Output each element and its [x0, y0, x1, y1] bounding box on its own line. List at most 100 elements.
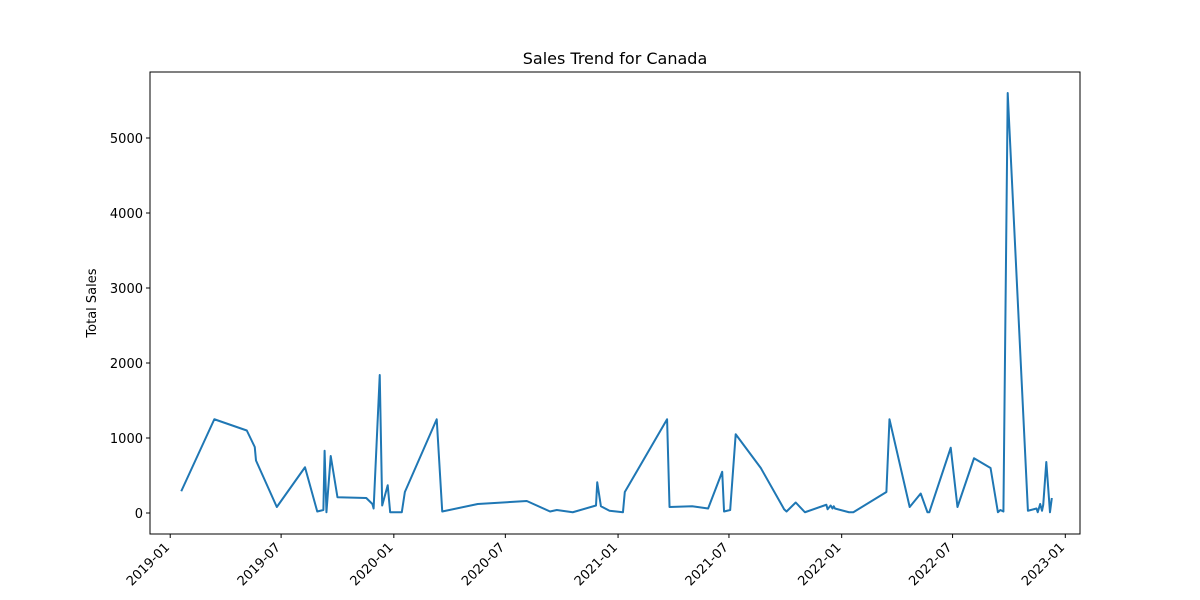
data-point	[833, 505, 835, 507]
data-point	[997, 511, 999, 513]
data-point	[783, 508, 785, 510]
data-point	[782, 506, 784, 508]
data-point	[666, 418, 668, 420]
data-point	[596, 481, 598, 483]
data-point	[928, 511, 930, 513]
x-tick-label: 2019-01	[124, 540, 173, 589]
y-tick-label: 0	[135, 507, 143, 522]
y-tick-label: 2000	[110, 357, 143, 372]
data-point	[825, 504, 827, 506]
data-point	[1051, 497, 1053, 499]
data-point	[827, 508, 829, 510]
data-point	[950, 447, 952, 449]
data-point	[786, 511, 788, 513]
data-point	[999, 509, 1001, 511]
data-point	[1045, 461, 1047, 463]
data-point	[330, 455, 332, 457]
data-point	[401, 511, 403, 513]
data-point	[804, 511, 806, 513]
data-point	[956, 506, 958, 508]
data-point	[723, 511, 725, 513]
data-point	[304, 466, 306, 468]
data-point	[180, 490, 182, 492]
data-point	[608, 510, 610, 512]
data-point	[1027, 510, 1029, 512]
data-point	[1002, 511, 1004, 513]
y-tick-label: 3000	[110, 282, 143, 297]
data-point	[852, 511, 854, 513]
data-point	[436, 418, 438, 420]
y-tick-label: 5000	[110, 132, 143, 147]
x-tick-label: 2022-01	[795, 540, 844, 589]
data-point	[1039, 503, 1041, 505]
data-point	[379, 374, 381, 376]
data-point	[885, 491, 887, 493]
data-point	[477, 503, 479, 505]
data-point	[1042, 504, 1044, 506]
y-tick-label: 1000	[110, 432, 143, 447]
data-point	[1036, 508, 1038, 510]
x-tick-label: 2020-07	[459, 540, 508, 589]
data-point	[707, 508, 709, 510]
data-point	[721, 471, 723, 473]
data-point	[831, 508, 833, 510]
data-point	[595, 505, 597, 507]
data-point	[1041, 510, 1043, 512]
data-point	[526, 500, 528, 502]
data-point	[276, 506, 278, 508]
data-point	[729, 509, 731, 511]
data-point	[254, 446, 256, 448]
data-point	[325, 511, 327, 513]
data-point	[624, 491, 626, 493]
data-point	[691, 505, 693, 507]
series-line-0	[180, 92, 1053, 514]
data-point	[389, 511, 391, 513]
data-point	[848, 511, 850, 513]
x-tick-label: 2019-07	[235, 540, 284, 589]
data-point	[990, 467, 992, 469]
data-point	[830, 505, 832, 507]
x-tick-label: 2020-01	[348, 540, 397, 589]
x-tick-label: 2021-01	[572, 540, 621, 589]
data-point	[381, 505, 383, 507]
data-point	[441, 511, 443, 513]
data-point	[834, 508, 836, 510]
y-axis-label: Total Sales	[85, 268, 100, 338]
data-point	[336, 496, 338, 498]
data-point	[556, 509, 558, 511]
data-point	[1007, 92, 1009, 94]
data-point	[572, 511, 574, 513]
y-tick-label: 4000	[110, 207, 143, 222]
y-axis: 0 1000 2000 3000 4000 5000	[110, 132, 150, 522]
data-point	[926, 511, 928, 513]
data-point	[600, 505, 602, 507]
series-layer	[180, 92, 1053, 514]
x-tick-label: 2021-07	[683, 540, 732, 589]
x-tick-label: 2022-07	[906, 540, 955, 589]
data-point	[387, 484, 389, 486]
x-axis: 2019-01 2019-07 2020-01 2020-07 2021-01 2021-…	[124, 534, 1068, 589]
data-point	[1049, 511, 1051, 513]
data-point	[322, 509, 324, 511]
data-point	[795, 502, 797, 504]
data-point	[365, 497, 367, 499]
chart-title: Sales Trend for Canada	[523, 49, 708, 68]
data-point	[324, 450, 326, 452]
data-point	[973, 457, 975, 459]
data-point	[246, 430, 248, 432]
plot-frame	[149, 71, 1081, 535]
data-point	[316, 511, 318, 513]
data-point	[888, 418, 890, 420]
data-point	[920, 493, 922, 495]
data-point	[1037, 511, 1039, 513]
data-point	[255, 460, 257, 462]
data-point	[909, 506, 911, 508]
data-point	[622, 511, 624, 513]
data-point	[760, 467, 762, 469]
data-point	[669, 506, 671, 508]
data-point	[549, 511, 551, 513]
data-point	[373, 508, 375, 510]
data-point	[371, 503, 373, 505]
data-point	[213, 418, 215, 420]
